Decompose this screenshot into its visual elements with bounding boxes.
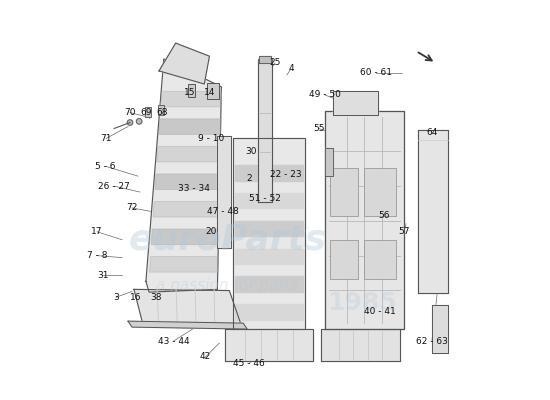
Polygon shape [150, 257, 218, 272]
Text: 47 - 48: 47 - 48 [207, 208, 239, 216]
Text: 64: 64 [426, 128, 438, 137]
Polygon shape [159, 119, 221, 134]
Bar [364, 168, 396, 216]
Text: 40 - 41: 40 - 41 [365, 307, 396, 316]
Text: 72: 72 [126, 204, 138, 212]
Bar [188, 84, 195, 97]
Text: a passion for parts: a passion for parts [156, 278, 299, 293]
Text: 9 - 10: 9 - 10 [199, 134, 224, 143]
Bar [330, 168, 358, 216]
Text: 5 - 6: 5 - 6 [95, 162, 116, 171]
Text: 71: 71 [101, 134, 112, 143]
Polygon shape [432, 305, 448, 353]
Polygon shape [235, 193, 303, 208]
Text: 49 - 50: 49 - 50 [309, 90, 340, 99]
Polygon shape [155, 174, 219, 189]
Polygon shape [418, 130, 448, 293]
Polygon shape [235, 249, 303, 264]
Text: 42: 42 [200, 352, 211, 362]
Polygon shape [157, 147, 220, 162]
Polygon shape [159, 43, 210, 84]
Text: 20: 20 [206, 227, 217, 236]
Text: 7 - 8: 7 - 8 [87, 251, 107, 260]
Text: 45 - 46: 45 - 46 [233, 359, 265, 368]
Polygon shape [235, 165, 303, 180]
Polygon shape [324, 111, 404, 329]
Text: 14: 14 [204, 88, 215, 97]
Text: 17: 17 [91, 227, 103, 236]
Polygon shape [134, 289, 241, 325]
Bar [330, 240, 358, 280]
Polygon shape [128, 321, 247, 329]
Text: 25: 25 [270, 58, 280, 68]
Polygon shape [161, 92, 221, 107]
Text: 51 - 52: 51 - 52 [249, 194, 281, 202]
Polygon shape [321, 329, 400, 361]
Text: 56: 56 [378, 211, 390, 220]
Text: 62 - 63: 62 - 63 [416, 336, 448, 346]
Polygon shape [259, 56, 271, 63]
Text: 3: 3 [113, 293, 119, 302]
Polygon shape [235, 304, 303, 320]
Circle shape [127, 120, 133, 125]
Text: 1985: 1985 [328, 291, 397, 315]
Text: 43 - 44: 43 - 44 [158, 336, 190, 346]
Text: 68: 68 [156, 108, 168, 117]
Text: 38: 38 [150, 293, 162, 302]
Text: 70: 70 [124, 108, 136, 117]
Text: 30: 30 [245, 147, 257, 156]
Text: 69: 69 [140, 108, 152, 117]
Text: 15: 15 [184, 88, 195, 97]
Text: 33 - 34: 33 - 34 [178, 184, 210, 192]
Polygon shape [233, 138, 305, 329]
Polygon shape [153, 202, 219, 217]
Text: 57: 57 [398, 227, 410, 236]
Text: euroParts: euroParts [128, 223, 327, 257]
Text: 4: 4 [288, 64, 294, 74]
Polygon shape [146, 59, 221, 292]
Bar [158, 105, 164, 114]
Text: 26 - 27: 26 - 27 [98, 182, 130, 190]
Text: 22 - 23: 22 - 23 [270, 170, 301, 179]
Bar [364, 240, 396, 280]
Polygon shape [258, 59, 272, 202]
Text: 55: 55 [313, 124, 324, 133]
Text: 2: 2 [246, 174, 252, 183]
Polygon shape [333, 91, 378, 114]
Bar [207, 83, 218, 99]
Polygon shape [326, 148, 333, 176]
Bar [145, 107, 151, 116]
Polygon shape [152, 229, 218, 244]
Polygon shape [226, 329, 313, 361]
Text: 16: 16 [130, 293, 142, 302]
Circle shape [136, 118, 142, 124]
Polygon shape [217, 136, 232, 248]
Polygon shape [235, 276, 303, 292]
Text: 31: 31 [97, 271, 109, 280]
Text: 60 - 61: 60 - 61 [360, 68, 392, 77]
Polygon shape [235, 221, 303, 236]
